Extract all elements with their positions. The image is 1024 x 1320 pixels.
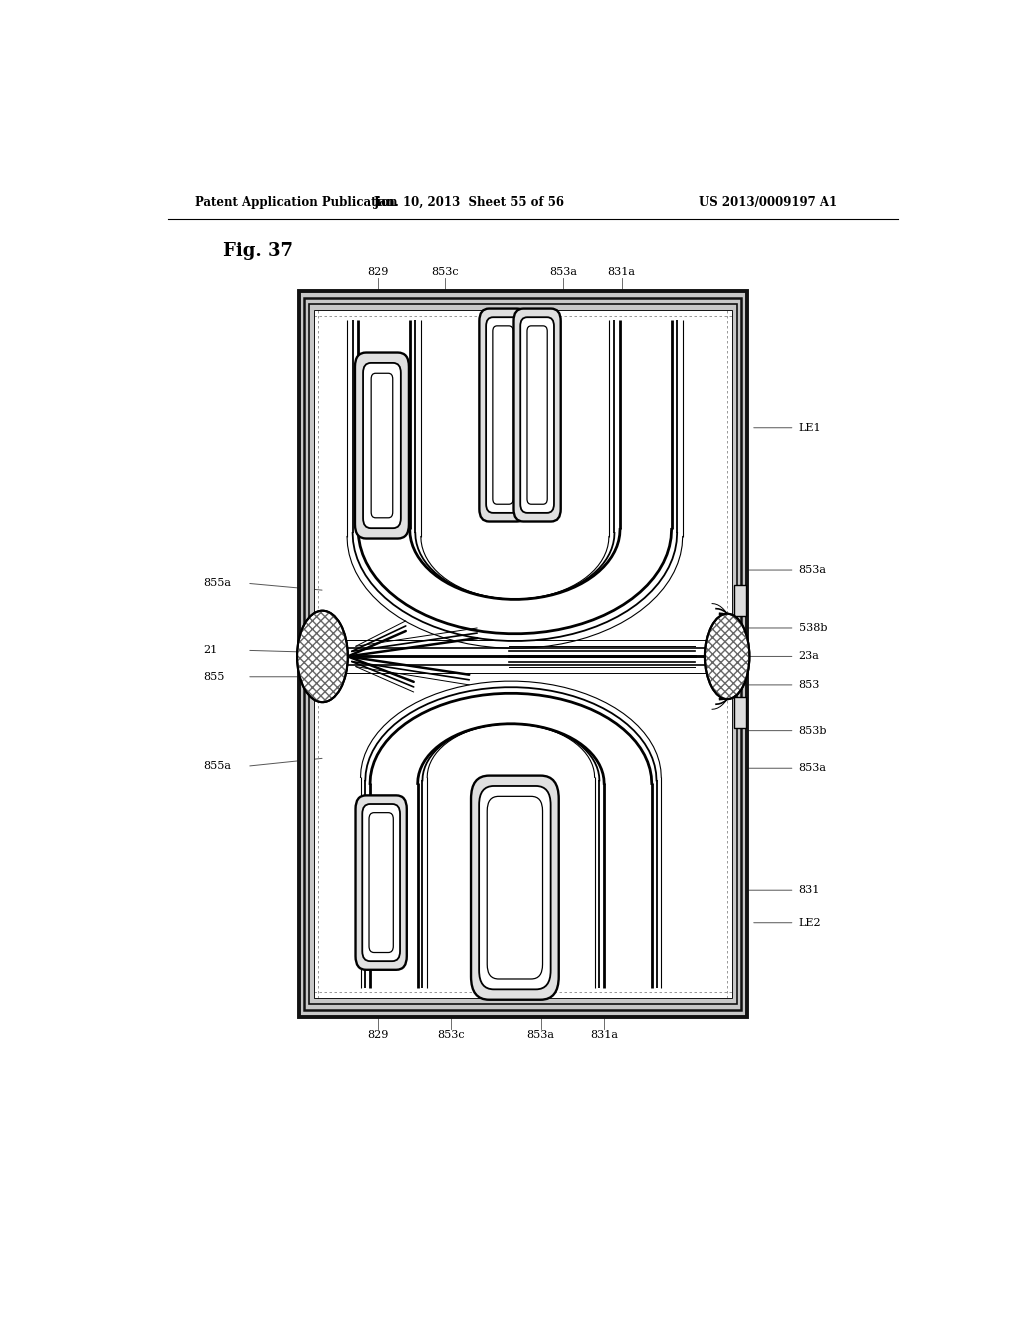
FancyBboxPatch shape [487,796,543,979]
Text: LE2: LE2 [799,917,821,928]
Bar [304,297,741,304]
Text: Fig. 37: Fig. 37 [223,242,293,260]
Text: US 2013/0009197 A1: US 2013/0009197 A1 [699,195,838,209]
Bar [313,310,732,998]
Bar [309,304,736,1005]
Text: 855a: 855a [204,762,231,771]
Text: 853b: 853b [799,726,827,735]
FancyBboxPatch shape [513,309,561,521]
FancyBboxPatch shape [527,326,547,504]
Text: 23a: 23a [799,652,819,661]
Bar [299,290,748,1018]
Text: 831a: 831a [590,1031,618,1040]
FancyBboxPatch shape [364,363,400,528]
Bar [304,1005,741,1010]
Bar [309,304,736,310]
Bar [734,697,746,727]
Text: 855: 855 [204,672,224,681]
FancyBboxPatch shape [479,785,551,990]
Bar [741,290,748,1018]
FancyBboxPatch shape [369,813,393,953]
Text: 853c: 853c [432,268,459,277]
Bar [734,585,746,615]
Text: 831: 831 [799,886,820,895]
Bar [304,297,741,1010]
Text: Jan. 10, 2013  Sheet 55 of 56: Jan. 10, 2013 Sheet 55 of 56 [374,195,565,209]
Text: Patent Application Publication: Patent Application Publication [196,195,398,209]
Bar [299,290,304,1018]
FancyBboxPatch shape [479,309,526,521]
FancyBboxPatch shape [493,326,513,504]
Text: 538b: 538b [799,623,827,634]
FancyBboxPatch shape [355,796,407,970]
Text: 853a: 853a [799,763,826,774]
Bar [304,297,309,1010]
FancyBboxPatch shape [520,317,554,513]
Bar [309,998,736,1005]
Text: 853a: 853a [549,268,577,277]
Text: 21: 21 [204,645,218,655]
Bar [299,1010,748,1018]
Text: 829: 829 [368,1031,389,1040]
Text: 853a: 853a [799,565,826,576]
FancyBboxPatch shape [371,374,393,517]
Text: 853: 853 [799,680,820,690]
Bar [732,304,736,1005]
FancyBboxPatch shape [471,776,559,999]
Bar [736,297,741,1010]
Text: 831a: 831a [607,268,636,277]
Text: 855a: 855a [204,578,231,589]
Text: 853c: 853c [437,1031,465,1040]
Ellipse shape [297,611,348,702]
Text: 829: 829 [368,268,389,277]
FancyBboxPatch shape [355,352,409,539]
Bar [309,304,313,1005]
Ellipse shape [705,614,750,700]
Text: 853a: 853a [526,1031,555,1040]
FancyBboxPatch shape [486,317,520,513]
FancyBboxPatch shape [362,804,400,961]
Text: LE1: LE1 [799,422,821,433]
Bar [299,290,748,297]
